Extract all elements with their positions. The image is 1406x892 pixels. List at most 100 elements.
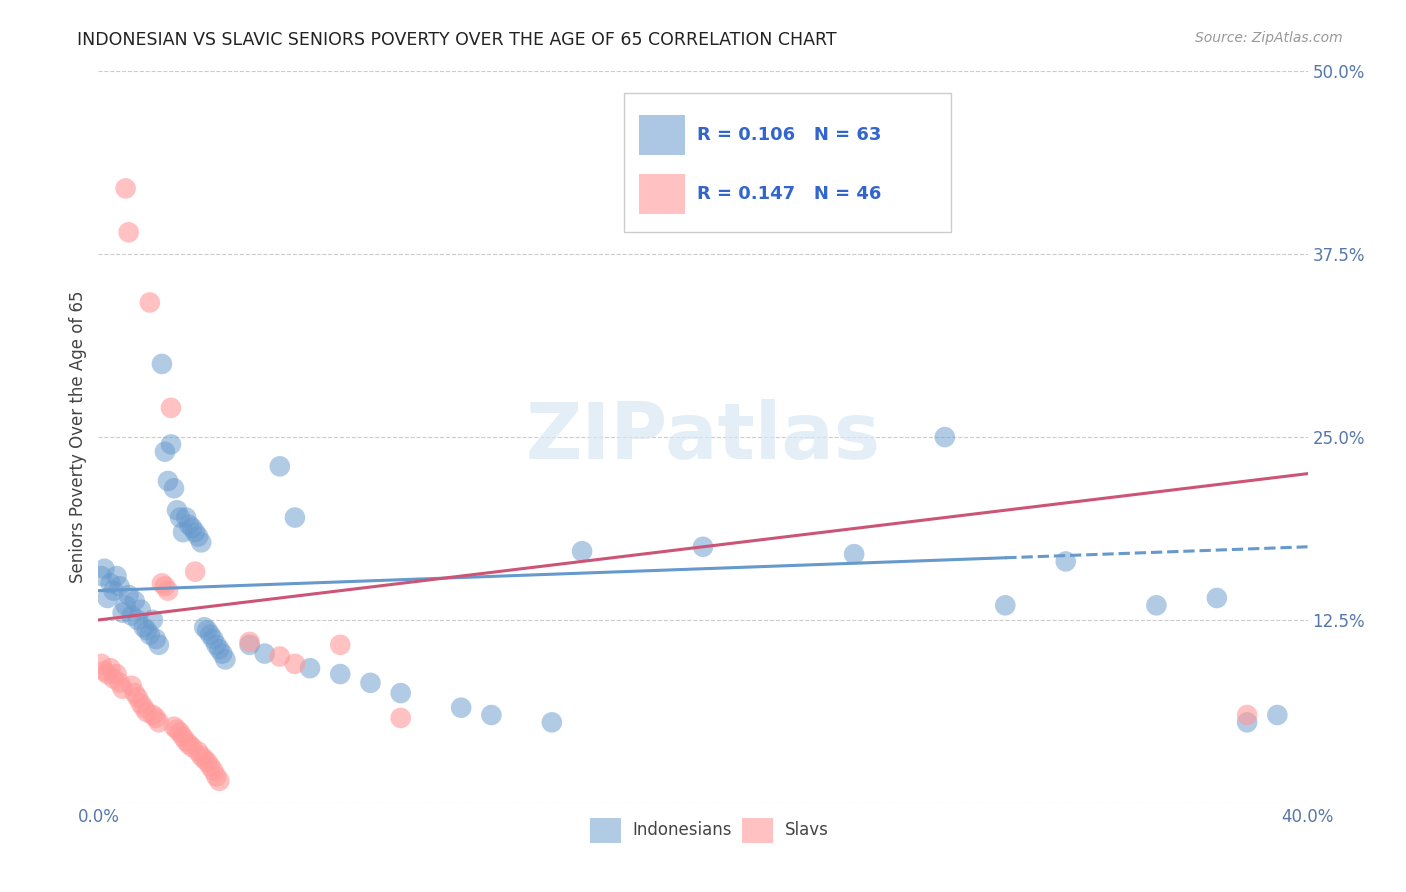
Text: Indonesians: Indonesians xyxy=(633,822,731,839)
Point xyxy=(121,608,143,623)
Point xyxy=(174,734,197,748)
Y-axis label: Seniors Poverty Over the Age of 65: Seniors Poverty Over the Age of 65 xyxy=(69,291,87,583)
Point xyxy=(299,661,322,675)
Point xyxy=(181,521,204,535)
Point xyxy=(135,623,157,637)
Point xyxy=(200,627,222,641)
Point xyxy=(450,700,472,714)
Point xyxy=(1206,591,1229,605)
Point xyxy=(145,632,167,646)
Point xyxy=(239,638,262,652)
Point xyxy=(127,690,149,705)
Text: INDONESIAN VS SLAVIC SENIORS POVERTY OVER THE AGE OF 65 CORRELATION CHART: INDONESIAN VS SLAVIC SENIORS POVERTY OVE… xyxy=(77,31,837,49)
Point xyxy=(389,686,412,700)
Point xyxy=(108,676,131,690)
Point xyxy=(181,740,204,755)
Point xyxy=(184,525,207,540)
Point xyxy=(187,530,209,544)
Point xyxy=(1236,715,1258,730)
Bar xyxy=(638,115,685,155)
Point xyxy=(108,579,131,593)
Point xyxy=(145,711,167,725)
Point xyxy=(114,599,136,613)
Point xyxy=(481,708,503,723)
Point xyxy=(139,627,162,641)
Point xyxy=(142,613,165,627)
Point xyxy=(1054,554,1077,568)
Point xyxy=(103,672,125,686)
Point xyxy=(100,661,122,675)
Point xyxy=(172,525,194,540)
Text: R = 0.147   N = 46: R = 0.147 N = 46 xyxy=(697,185,882,202)
Point xyxy=(135,705,157,719)
Point xyxy=(205,769,228,783)
Point xyxy=(111,606,134,620)
Point xyxy=(96,667,118,681)
Point xyxy=(190,749,212,764)
Point xyxy=(994,599,1017,613)
Point xyxy=(214,652,236,666)
Point xyxy=(150,576,173,591)
Point xyxy=(179,517,201,532)
Point xyxy=(692,540,714,554)
Point xyxy=(205,638,228,652)
Point xyxy=(195,623,218,637)
Point xyxy=(208,642,231,657)
Point xyxy=(105,667,128,681)
Point xyxy=(163,720,186,734)
Point xyxy=(253,647,276,661)
Point xyxy=(153,444,176,458)
Point xyxy=(103,583,125,598)
Point xyxy=(100,576,122,591)
Point xyxy=(124,594,146,608)
Point xyxy=(129,603,152,617)
Point xyxy=(202,632,225,646)
Point xyxy=(360,676,382,690)
Point xyxy=(153,579,176,593)
Point xyxy=(571,544,593,558)
Point xyxy=(132,620,155,634)
Bar xyxy=(638,174,685,214)
Point xyxy=(96,591,118,605)
Point xyxy=(93,562,115,576)
Point xyxy=(239,635,262,649)
Point xyxy=(389,711,412,725)
Point xyxy=(200,759,222,773)
Point xyxy=(284,657,307,671)
Point xyxy=(934,430,956,444)
Text: Slavs: Slavs xyxy=(785,822,828,839)
Point xyxy=(169,510,191,524)
Point xyxy=(166,723,188,737)
Point xyxy=(211,647,233,661)
Point xyxy=(184,565,207,579)
Point xyxy=(118,588,141,602)
Point xyxy=(160,437,183,451)
Point xyxy=(150,357,173,371)
Point xyxy=(90,569,112,583)
Point xyxy=(169,725,191,739)
Point xyxy=(111,681,134,696)
FancyBboxPatch shape xyxy=(624,94,950,232)
Point xyxy=(174,510,197,524)
Point xyxy=(156,583,179,598)
Point xyxy=(179,737,201,751)
Point xyxy=(142,708,165,723)
Point xyxy=(269,459,291,474)
Point xyxy=(163,481,186,495)
Text: Source: ZipAtlas.com: Source: ZipAtlas.com xyxy=(1195,31,1343,45)
Point xyxy=(129,696,152,710)
Point xyxy=(172,730,194,744)
Point xyxy=(124,686,146,700)
Point xyxy=(193,752,215,766)
Point xyxy=(208,773,231,788)
Point xyxy=(284,510,307,524)
Point xyxy=(156,474,179,488)
Point xyxy=(105,569,128,583)
Point xyxy=(114,181,136,195)
Point xyxy=(160,401,183,415)
Point xyxy=(1267,708,1289,723)
Point xyxy=(166,503,188,517)
Point xyxy=(195,755,218,769)
Point xyxy=(148,715,170,730)
Point xyxy=(329,638,352,652)
